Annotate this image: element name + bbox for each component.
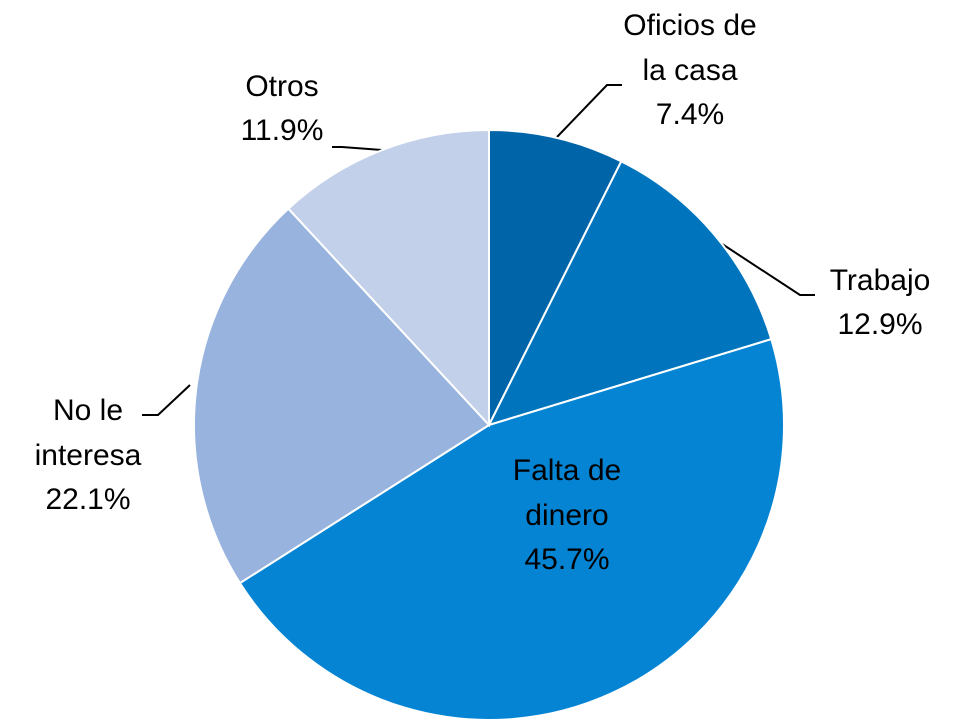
category-label: Falta de dinero bbox=[513, 454, 621, 532]
leader-line bbox=[332, 146, 383, 151]
leader-line bbox=[556, 84, 622, 138]
leader-line bbox=[142, 384, 191, 416]
category-label: Trabajo bbox=[830, 264, 931, 297]
pie-slice bbox=[488, 128, 623, 426]
category-label: No le interesa bbox=[35, 394, 142, 472]
value-label: 7.4% bbox=[656, 98, 724, 131]
pie-slice bbox=[487, 159, 773, 427]
category-label: Oficios de la casa bbox=[623, 9, 756, 87]
pie-slice bbox=[287, 128, 490, 428]
leader-line bbox=[712, 237, 815, 296]
value-label: 12.9% bbox=[837, 308, 922, 341]
value-label: 45.7% bbox=[524, 543, 609, 576]
value-label: 22.1% bbox=[45, 483, 130, 516]
value-label: 11.9% bbox=[241, 114, 324, 147]
pie-slice bbox=[193, 207, 491, 585]
category-label: Otros bbox=[245, 70, 318, 103]
pie-slice bbox=[238, 337, 785, 720]
